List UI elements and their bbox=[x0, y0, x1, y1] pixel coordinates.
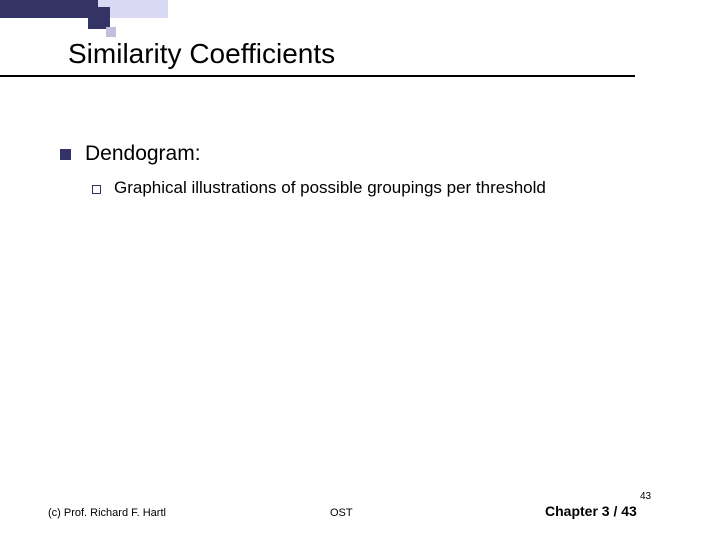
slide: Similarity Coefficients Dendogram: Graph… bbox=[0, 0, 720, 540]
header-deco-square-small bbox=[106, 27, 116, 37]
footer-author: (c) Prof. Richard F. Hartl bbox=[48, 507, 166, 519]
bullet-text-level2: Graphical illustrations of possible grou… bbox=[114, 178, 546, 198]
bullet-marker-level2 bbox=[92, 185, 101, 194]
bullet-text-level1: Dendogram: bbox=[85, 142, 201, 166]
slide-title: Similarity Coefficients bbox=[68, 38, 335, 70]
footer-page-number: 43 bbox=[640, 491, 651, 502]
bullet-marker-level1 bbox=[60, 149, 71, 160]
footer-course: OST bbox=[330, 507, 353, 519]
header-bar-dark bbox=[0, 0, 98, 18]
title-underline bbox=[0, 75, 635, 77]
header-deco-square-large bbox=[88, 7, 110, 29]
footer-chapter: Chapter 3 / 43 bbox=[545, 503, 637, 519]
